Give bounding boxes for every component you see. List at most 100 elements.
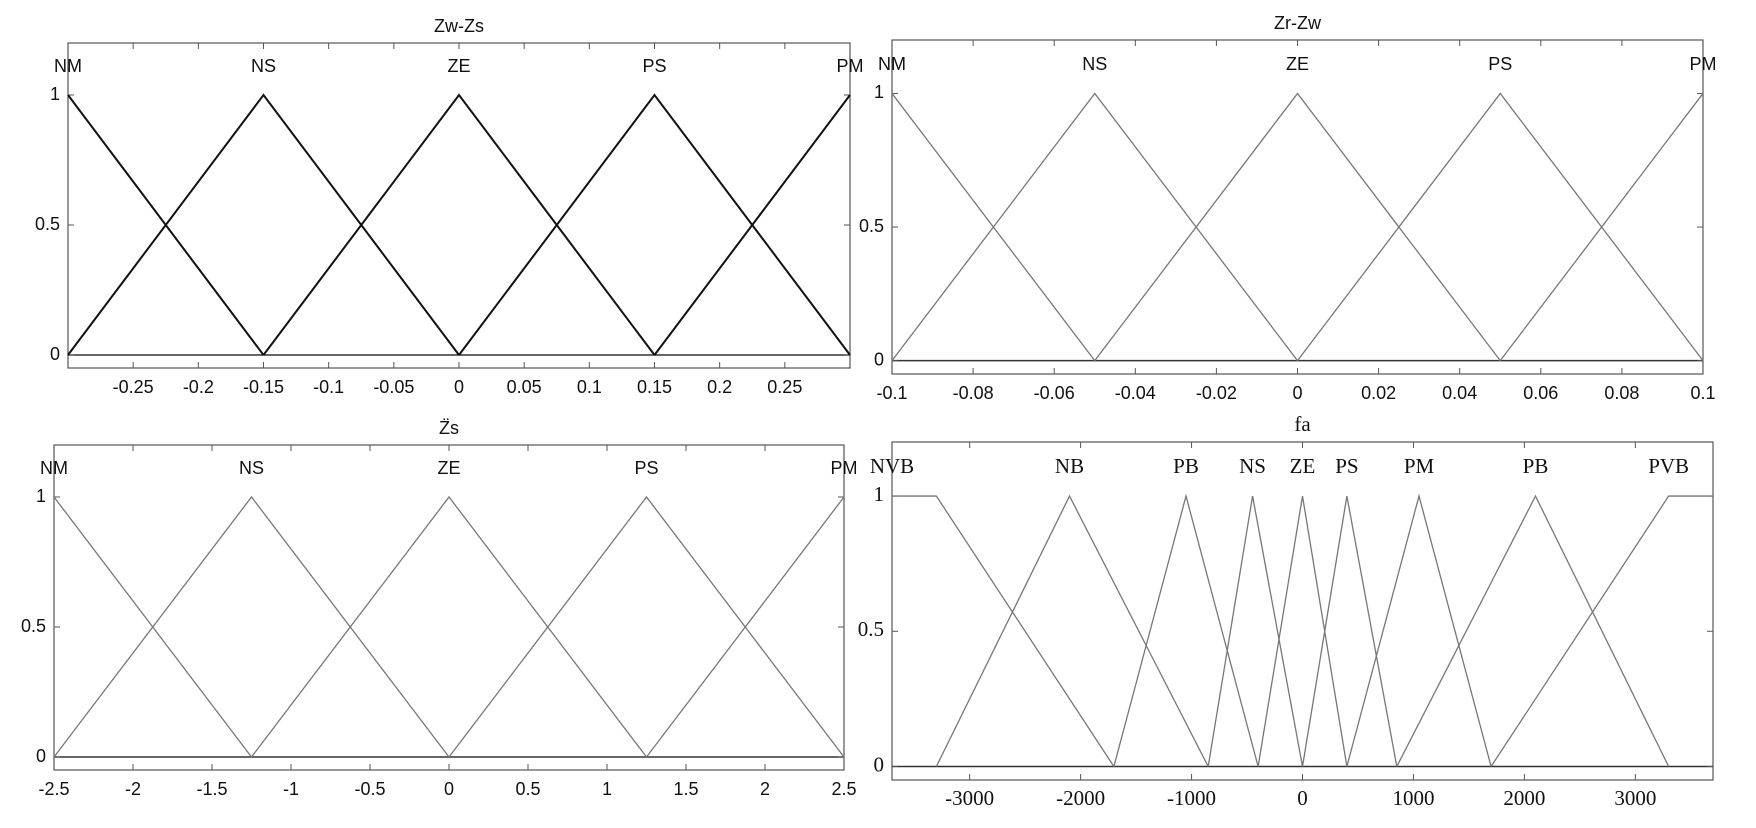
- chart-title: Z̈s: [439, 418, 459, 438]
- x-tick-label: -3000: [945, 786, 994, 810]
- membership-line: [1499, 93, 1704, 362]
- series-label: PVB: [1648, 454, 1689, 478]
- series-label: NS: [251, 56, 276, 76]
- series-label: NS: [239, 458, 264, 478]
- membership-line: [1346, 493, 1492, 767]
- series-label: PM: [1690, 54, 1717, 74]
- x-tick-label: 0.15: [637, 377, 672, 397]
- membership-line: [53, 495, 450, 758]
- membership-line: [1094, 92, 1501, 362]
- membership-line: [1257, 495, 1348, 767]
- series-label: NM: [40, 458, 68, 478]
- membership-line: [892, 495, 1115, 767]
- x-tick-label: 1.5: [673, 779, 698, 799]
- membership-line: [1207, 495, 1304, 767]
- membership-line: [67, 93, 460, 356]
- x-tick-label: -0.2: [183, 377, 214, 397]
- x-tick-label: 2000: [1503, 786, 1545, 810]
- membership-line: [1396, 494, 1670, 767]
- x-tick-label: 0.2: [707, 377, 732, 397]
- y-tick-label: 0: [874, 349, 884, 369]
- membership-line: [645, 496, 845, 758]
- membership-line: [1296, 92, 1704, 362]
- series-label: PB: [1523, 454, 1549, 478]
- x-tick-label: 3000: [1614, 786, 1656, 810]
- y-tick-label: 0.5: [858, 617, 884, 641]
- membership-line: [891, 92, 1299, 362]
- plot-frame: [891, 39, 1704, 375]
- x-tick-label: -2.5: [38, 779, 69, 799]
- series-label: NB: [1055, 454, 1084, 478]
- x-tick-label: -0.25: [113, 377, 154, 397]
- plot-frame: [53, 444, 845, 771]
- series-label: ZE: [1286, 54, 1309, 74]
- series-label: ZE: [447, 56, 470, 76]
- x-tick-label: -0.02: [1196, 383, 1237, 403]
- y-tick-label: 0: [50, 344, 60, 364]
- x-tick-label: 0.08: [1604, 383, 1639, 403]
- series-label: PM: [837, 56, 864, 76]
- panel: Zr-Zw -0.1 -0.08 -0.06 -0.04 -0.02 0 0.02 0.04 0.…: [859, 13, 1717, 403]
- panel: Zw-Zs -0.25 -0.2 -0.15 -0.1 -0.05 0 0.05 0.1 0.15…: [35, 16, 864, 397]
- x-tick-label: 0.06: [1523, 383, 1558, 403]
- chart-title: fa: [1294, 412, 1311, 436]
- membership-line: [935, 494, 1209, 767]
- x-tick-label: 0: [444, 779, 454, 799]
- series-label: PS: [642, 56, 666, 76]
- y-tick-label: 0.5: [35, 214, 60, 234]
- chart-title: Zw-Zs: [434, 16, 484, 36]
- series-label: ZE: [1290, 454, 1316, 478]
- y-tick-label: 1: [874, 82, 884, 102]
- plot-frame: [891, 441, 1714, 781]
- series-label: NVB: [870, 454, 914, 478]
- x-tick-label: -1.5: [196, 779, 227, 799]
- x-tick-label: 0: [454, 377, 464, 397]
- membership-line: [1113, 493, 1259, 767]
- x-tick-label: 0: [1297, 786, 1308, 810]
- x-tick-label: 0.5: [515, 779, 540, 799]
- membership-line: [262, 93, 656, 356]
- panel: Z̈s -2.5 -2 -1.5 -1 -0.5 0 0.5 1 1.5 2 2.5 0 0.5 1 NM NS…: [21, 418, 858, 799]
- series-label: NS: [1239, 454, 1266, 478]
- x-tick-label: 0: [1292, 383, 1302, 403]
- x-tick-label: -0.06: [1034, 383, 1075, 403]
- membership-line: [1490, 495, 1713, 767]
- series-label: NS: [1082, 54, 1107, 74]
- series-label: PB: [1173, 454, 1199, 478]
- membership-line: [448, 495, 845, 758]
- series-label: PS: [1335, 454, 1358, 478]
- y-tick-label: 0.5: [21, 616, 46, 636]
- x-tick-label: 2: [760, 779, 770, 799]
- x-tick-label: 2.5: [831, 779, 856, 799]
- x-tick-label: 0.1: [1690, 383, 1715, 403]
- x-tick-label: 0.05: [507, 377, 542, 397]
- x-tick-label: -0.05: [373, 377, 414, 397]
- series-label: ZE: [437, 458, 460, 478]
- series-label: NM: [878, 54, 906, 74]
- y-tick-label: 0: [36, 746, 46, 766]
- x-tick-label: -0.5: [354, 779, 385, 799]
- x-tick-label: 0.04: [1442, 383, 1477, 403]
- x-tick-label: -0.1: [313, 377, 344, 397]
- x-tick-label: -1: [283, 779, 299, 799]
- x-tick-label: -1000: [1167, 786, 1216, 810]
- y-tick-label: 1: [874, 482, 885, 506]
- series-label: NM: [54, 56, 82, 76]
- series-label: PM: [831, 458, 858, 478]
- plot-frame: [67, 42, 851, 369]
- y-tick-label: 0: [874, 752, 885, 776]
- series-label: PS: [634, 458, 658, 478]
- membership-line: [653, 94, 851, 356]
- membership-line: [1301, 495, 1398, 767]
- chart-title: Zr-Zw: [1274, 13, 1322, 33]
- x-tick-label: -0.08: [953, 383, 994, 403]
- membership-line: [458, 93, 851, 356]
- x-tick-label: -0.1: [876, 383, 907, 403]
- y-tick-label: 1: [50, 84, 60, 104]
- x-tick-label: -0.15: [243, 377, 284, 397]
- x-tick-label: 0.25: [767, 377, 802, 397]
- x-tick-label: 0.02: [1361, 383, 1396, 403]
- membership-line: [250, 495, 648, 758]
- x-tick-label: 0.1: [577, 377, 602, 397]
